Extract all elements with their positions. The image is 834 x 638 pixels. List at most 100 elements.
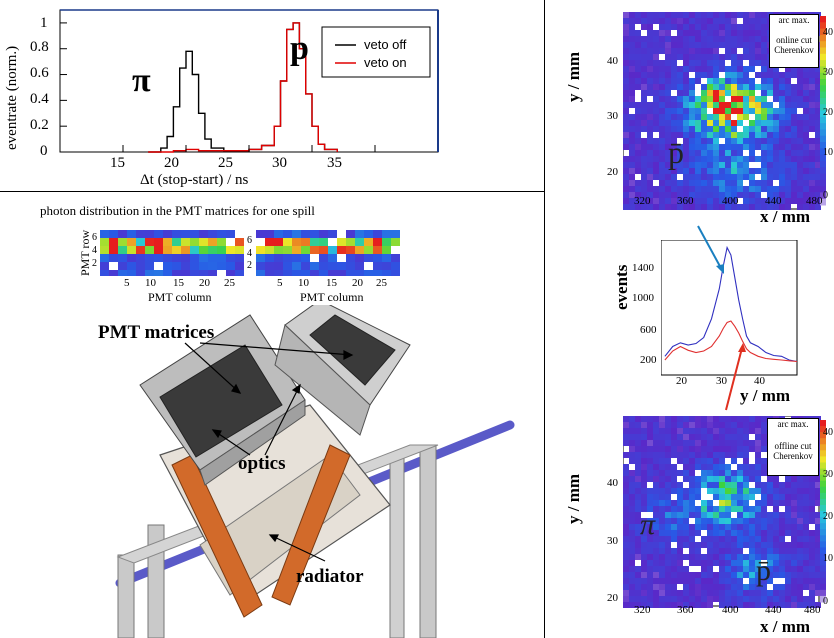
pmt-cell: [382, 238, 391, 246]
map-cell: [749, 48, 755, 54]
pmt-box-right-side: [274, 324, 371, 436]
map-cell: [653, 560, 659, 566]
map-cell: [659, 500, 665, 506]
map-top-ylabel: y / mm: [564, 51, 583, 102]
map-cell: [647, 566, 653, 572]
palette-swatch: [820, 535, 826, 542]
pmt-cell: [163, 262, 172, 270]
map-cell: [713, 162, 719, 168]
map-cell: [749, 24, 755, 30]
map-cell: [695, 198, 701, 204]
map-cell: [659, 144, 665, 150]
map-cell: [623, 422, 629, 428]
map-cell: [623, 126, 629, 132]
map-cell: [647, 518, 653, 524]
map-cell: [737, 584, 743, 590]
map-cell: [653, 144, 659, 150]
map-cell: [659, 452, 665, 458]
pmt-cell: [256, 270, 265, 276]
map-cell: [665, 162, 671, 168]
map-cell: [749, 440, 755, 446]
map-bottom-ytick: 20: [607, 592, 618, 604]
palette-tick: 30: [823, 67, 833, 78]
map-cell: [767, 542, 773, 548]
map-cell: [713, 464, 719, 470]
map-cell: [623, 114, 629, 120]
map-cell: [629, 102, 635, 108]
map-cell: [695, 60, 701, 66]
palette-swatch: [820, 450, 826, 457]
map-cell: [629, 422, 635, 428]
map-cell: [719, 60, 725, 66]
map-cell: [713, 488, 719, 494]
map-cell: [755, 578, 761, 584]
map-cell: [653, 422, 659, 428]
map-cell: [641, 482, 647, 488]
map-cell: [797, 512, 803, 518]
map-cell: [671, 440, 677, 446]
map-cell: [647, 584, 653, 590]
map-cell: [647, 18, 653, 24]
map-cell: [701, 476, 707, 482]
pmt-xtick: 15: [326, 277, 337, 289]
pmt-cell: [163, 246, 172, 254]
pmt-cell: [337, 246, 346, 254]
map-cell: [797, 584, 803, 590]
map-cell: [707, 180, 713, 186]
map-cell: [809, 518, 815, 524]
map-cell: [779, 542, 785, 548]
map-cell: [635, 180, 641, 186]
pmt-cell: [208, 262, 217, 270]
map-cell: [629, 132, 635, 138]
map-cell: [803, 530, 809, 536]
map-cell: [653, 416, 659, 422]
map-cell: [785, 578, 791, 584]
map-cell: [695, 168, 701, 174]
map-cell: [719, 476, 725, 482]
map-cell: [779, 500, 785, 506]
map-cell: [761, 78, 767, 84]
map-cell: [641, 84, 647, 90]
palette-swatch: [820, 135, 826, 143]
map-cell: [725, 156, 731, 162]
map-cell: [755, 18, 761, 24]
map-cell: [785, 78, 791, 84]
map-cell: [725, 542, 731, 548]
palette-swatch: [820, 198, 826, 206]
map-cell: [707, 186, 713, 192]
pmt-cell: [319, 246, 328, 254]
map-cell: [629, 78, 635, 84]
map-cell: [683, 114, 689, 120]
pmt-ytick-mid: 6: [247, 235, 252, 246]
map-cell: [791, 72, 797, 78]
map-cell: [623, 66, 629, 72]
map-cell: [797, 548, 803, 554]
pmt-cell: [292, 262, 301, 270]
map-cell: [635, 572, 641, 578]
map-cell: [659, 524, 665, 530]
map-cell: [755, 542, 761, 548]
map-cell: [689, 476, 695, 482]
map-cell: [653, 446, 659, 452]
map-cell: [695, 572, 701, 578]
map-cell: [635, 524, 641, 530]
map-cell: [695, 24, 701, 30]
map-cell: [773, 162, 779, 168]
map-cell: [647, 192, 653, 198]
map-cell: [707, 536, 713, 542]
pmt-matrix-right: [256, 230, 400, 276]
map-cell: [701, 180, 707, 186]
map-cell: [767, 198, 773, 204]
map-cell: [635, 54, 641, 60]
map-bottom-legend-line: arc max.: [777, 419, 809, 429]
map-cell: [665, 566, 671, 572]
map-cell: [791, 494, 797, 500]
frame-leg: [389, 454, 405, 638]
pmt-cell: [226, 262, 235, 270]
pmt-cell: [109, 238, 118, 246]
pmt-cell: [292, 230, 301, 238]
map-cell: [665, 572, 671, 578]
map-cell: [785, 494, 791, 500]
map-cell: [647, 90, 653, 96]
map-cell: [761, 144, 767, 150]
